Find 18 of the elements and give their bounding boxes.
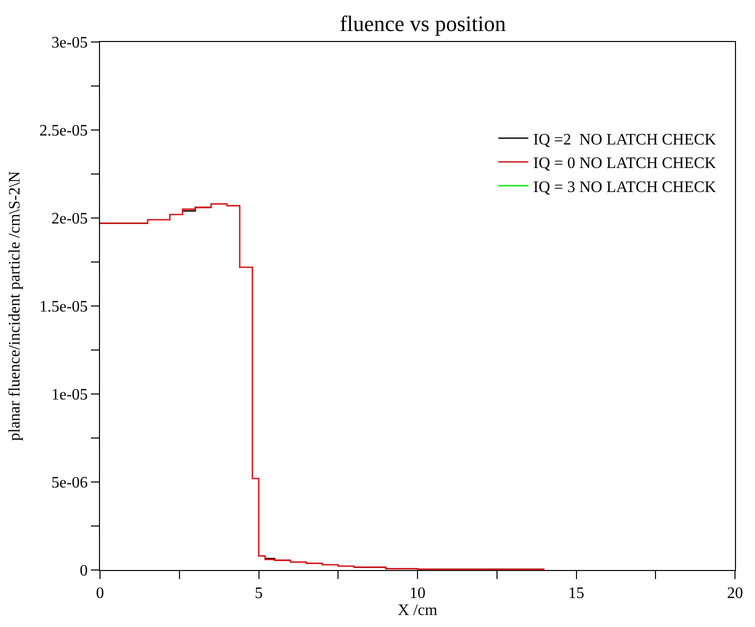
y-tick-label: 1e-05 [51,386,88,404]
legend-label: IQ = 3 NO LATCH CHECK [533,178,717,196]
y-tick-label: 1.5e-05 [39,298,88,316]
y-axis-title: planar fluence/incident particle /cm\S-2\N [6,170,24,441]
x-tick-label: 10 [410,585,426,602]
x-tick-label: 15 [568,585,584,602]
chart-title: fluence vs position [340,11,506,36]
legend-label: IQ = 0 NO LATCH CHECK [533,155,717,172]
x-axis-title: X /cm [398,602,438,620]
x-tick-label: 5 [254,585,263,602]
y-tick-label: 3e-05 [51,34,88,52]
legend-label: IQ =2 NO LATCH CHECK [533,131,717,148]
y-tick-label: 0 [80,562,88,580]
y-tick-label: 2e-05 [51,210,88,228]
x-tick-label: 0 [96,585,104,602]
x-tick-label: 20 [727,585,743,602]
y-tick-label: 5e-06 [51,474,88,492]
y-tick-label: 2.5e-05 [39,122,88,140]
